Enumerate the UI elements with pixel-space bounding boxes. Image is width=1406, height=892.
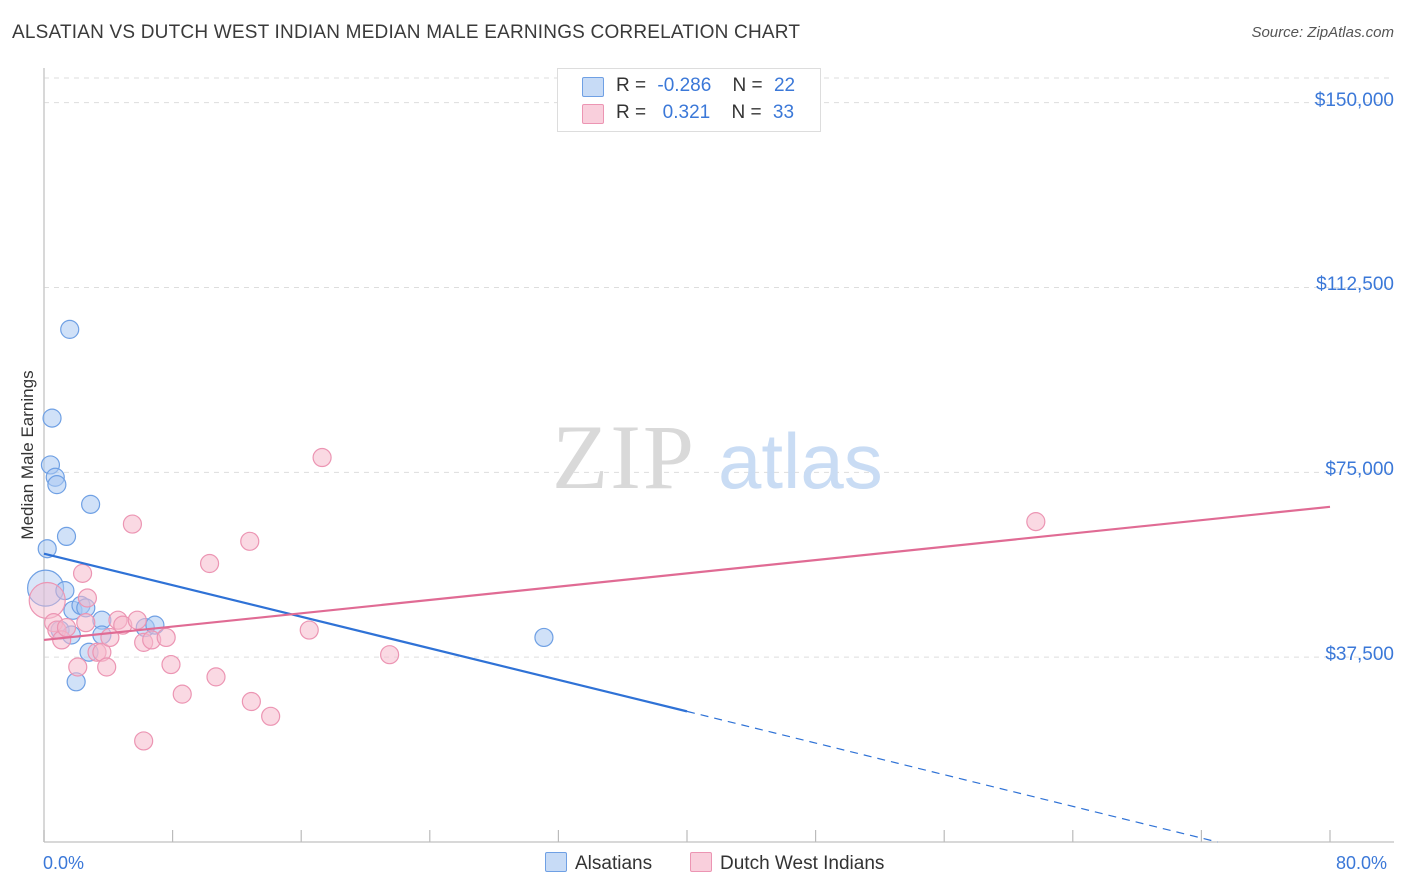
y-tick-label: $37,500 [1325,644,1394,666]
watermark: ZIP atlas [552,406,883,508]
bottom-legend-swatch-blue [545,852,567,872]
alsatian-point [60,319,80,339]
correlation-legend: R = -0.286 N = 22 R = 0.321 N = 33 [557,68,821,132]
dutch-west-indian-point [1026,512,1046,532]
points-layer [27,319,1046,751]
bottom-legend-label: Alsatians [575,853,653,874]
watermark-zip: ZIP [552,406,696,508]
legend-r-label: R = [616,102,647,123]
dutch-west-indian-point [241,691,261,712]
dutch-west-indian-point [68,657,88,677]
alsatian-point [42,408,62,428]
bottom-legend-swatch-pink [690,852,712,872]
legend-r-value: -0.286 [657,75,712,96]
legend-r-label: R = [616,75,647,96]
dutch-west-indian-point [312,447,332,468]
chart-title: ALSATIAN VS DUTCH WEST INDIAN MEDIAN MAL… [12,22,801,43]
dutch-west-indian-point [134,731,154,751]
dutch-west-indian-point [77,588,98,608]
dutch-west-indian-point [97,657,117,677]
y-tick-label: $112,500 [1316,274,1394,296]
dutch-west-indian-point [240,531,260,551]
dutch-west-indian-point [156,627,176,648]
y-tick-label: $150,000 [1314,89,1394,111]
dutch-west-indian-point [72,563,93,583]
alsatian-trend-line [43,552,688,713]
dutch-west-indian-point [28,581,66,620]
bottom-legend-label: Dutch West Indians [720,853,885,874]
legend-n-label: N = [731,102,762,123]
dutch-west-indian-point [261,706,281,726]
dutch-west-indian-point [172,684,192,704]
legend-n-value: 22 [773,75,796,96]
legend-n-value: 33 [772,102,795,123]
bottom-legend-alsatians[interactable]: Alsatians [545,852,652,875]
dutch-west-indian-point [299,620,319,640]
dutch-west-indian-point [76,613,96,633]
axes-layer [43,68,1394,843]
legend-swatch-blue [582,77,604,97]
dutch-west-indian-point [56,617,77,638]
dutch-west-indian-trend-line [43,505,1331,642]
alsatian-point [37,539,57,559]
alsatian-point [81,494,101,514]
source-label: Source: ZipAtlas.com [1251,24,1394,41]
alsatian-trend-extension [686,710,1218,843]
watermark-atlas: atlas [718,417,883,505]
legend-n-label: N = [732,75,763,96]
dutch-west-indian-point [199,553,220,574]
alsatian-point [47,475,67,495]
trend-layer [43,505,1331,843]
alsatian-point [534,627,554,648]
dutch-west-indian-point [206,667,226,687]
dutch-west-indian-point [161,654,181,675]
dutch-west-indian-point [122,514,143,534]
dutch-west-indian-point [127,610,147,630]
y-tick-label: $75,000 [1325,459,1394,481]
x-tick-label-min: 0.0% [43,853,85,873]
legend-r-value: 0.321 [657,102,711,123]
bottom-legend-dutch-west-indians[interactable]: Dutch West Indians [690,852,884,875]
dutch-west-indian-point [380,645,400,665]
legend-swatch-pink [582,104,604,124]
alsatian-point [56,526,77,547]
x-tick-label-max: 80.0% [1336,853,1388,873]
